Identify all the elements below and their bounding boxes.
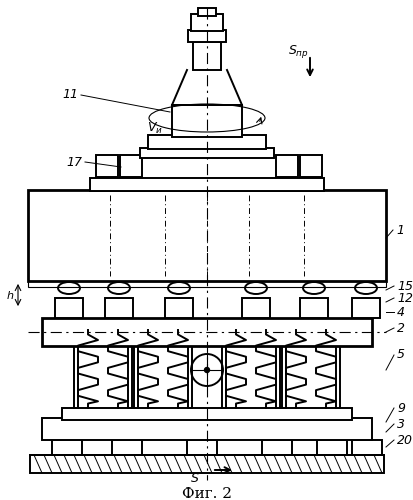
Bar: [275, 155, 297, 177]
Bar: [351, 298, 379, 318]
Bar: [55, 298, 83, 318]
Bar: [128, 330, 132, 408]
Bar: [52, 440, 82, 455]
Bar: [171, 105, 242, 137]
Bar: [187, 440, 216, 455]
Bar: [242, 298, 269, 318]
Text: $S$: $S$: [190, 472, 199, 484]
Bar: [165, 298, 192, 318]
Bar: [261, 440, 291, 455]
Bar: [62, 408, 351, 420]
Bar: [299, 298, 327, 318]
Bar: [335, 330, 339, 408]
Text: $V_{и}$: $V_{и}$: [147, 120, 163, 136]
Bar: [140, 148, 273, 158]
Bar: [351, 440, 381, 455]
Bar: [134, 330, 138, 408]
Circle shape: [204, 368, 209, 372]
Bar: [28, 190, 385, 281]
Bar: [96, 155, 118, 177]
Bar: [188, 330, 192, 408]
Text: 5: 5: [396, 348, 404, 362]
Text: 11: 11: [62, 88, 78, 102]
Text: $S_{пр}$: $S_{пр}$: [287, 44, 308, 60]
Bar: [30, 455, 383, 473]
Bar: [105, 298, 133, 318]
Text: 17: 17: [66, 156, 82, 168]
Text: 3: 3: [396, 418, 404, 430]
Bar: [28, 281, 385, 287]
Bar: [316, 440, 346, 455]
Bar: [275, 330, 279, 408]
Bar: [120, 155, 142, 177]
Bar: [299, 155, 321, 177]
Bar: [192, 42, 221, 70]
Text: Фиг. 2: Фиг. 2: [182, 487, 231, 500]
Text: 12: 12: [396, 292, 412, 304]
Text: 9: 9: [396, 402, 404, 414]
Bar: [74, 330, 78, 408]
Bar: [90, 178, 323, 191]
Bar: [221, 330, 225, 408]
Bar: [281, 330, 285, 408]
Text: 1: 1: [395, 224, 403, 236]
Text: 4: 4: [396, 306, 404, 318]
Bar: [147, 135, 266, 149]
Bar: [190, 14, 223, 31]
Bar: [42, 418, 371, 440]
Text: 2: 2: [396, 322, 404, 334]
Text: 15: 15: [396, 280, 412, 292]
Bar: [197, 8, 216, 16]
Text: 20: 20: [396, 434, 412, 446]
Bar: [112, 440, 142, 455]
Text: $h$: $h$: [6, 289, 14, 301]
Bar: [188, 30, 225, 42]
Bar: [42, 318, 371, 346]
